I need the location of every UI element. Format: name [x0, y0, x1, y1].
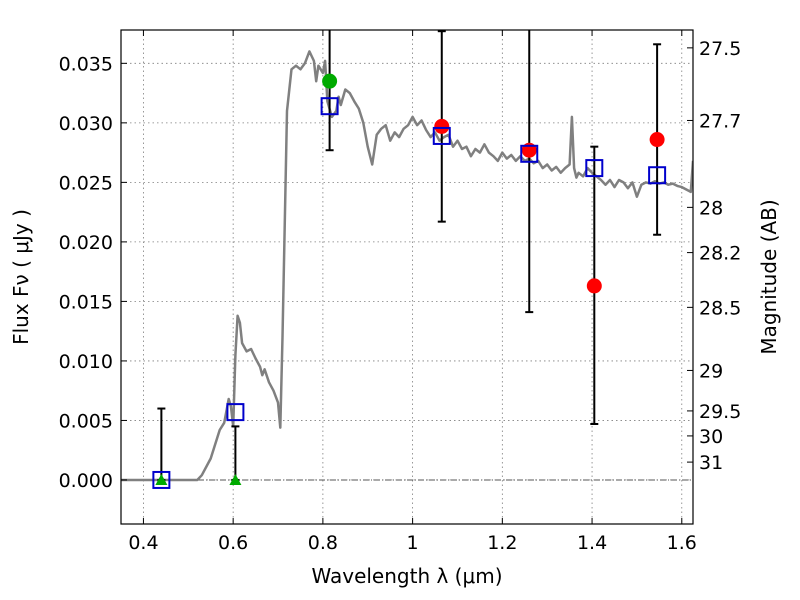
markers: [152, 73, 667, 489]
x-tick-label: 1.4: [577, 532, 607, 554]
x-tick-label: 0.6: [218, 532, 248, 554]
detection-point: [586, 278, 602, 294]
upper-limit-triangle: [229, 473, 242, 485]
model-photometry-square: [585, 159, 604, 178]
x-tick-label: 1.2: [487, 532, 517, 554]
y2-axis-label: Magnitude (AB): [757, 199, 781, 354]
y2-tick-label: 27.7: [699, 110, 741, 132]
y-tick-label: 0.015: [59, 291, 113, 313]
model-sed-curve: [121, 50, 693, 482]
y-tick-label: 0.000: [59, 470, 113, 492]
plot-frame: [120, 29, 694, 525]
y-tick-label: 0.020: [59, 232, 113, 254]
y-axis-label: Flux Fν ( μJy ): [9, 209, 33, 345]
x-axis-label: Wavelength λ (μm): [311, 564, 502, 588]
x-tick-label: 0.4: [128, 532, 158, 554]
y-tick-label: 0.030: [59, 113, 113, 135]
x-tick-label: 1.6: [667, 532, 697, 554]
model-sed-layer: [121, 50, 693, 482]
y-tick-label: 0.035: [59, 53, 113, 75]
green-detection-point: [322, 73, 338, 89]
model-photometry-square: [226, 403, 245, 422]
detection-point: [434, 118, 450, 134]
y2-tick-label: 30: [699, 426, 723, 448]
model-photometry-square: [520, 144, 539, 163]
upper-limit-triangle: [155, 473, 168, 485]
y2-tick-label: 28.5: [699, 297, 741, 319]
model-photometry-square: [152, 470, 171, 489]
y-tick-label: 0.010: [59, 351, 113, 373]
x-tick-label: 1: [407, 532, 419, 554]
detection-point: [649, 132, 665, 148]
y2-tick-label: 31: [699, 452, 723, 474]
x-tick-label: 0.8: [308, 532, 338, 554]
model-photometry-square: [432, 126, 451, 145]
y-tick-label: 0.005: [59, 410, 113, 432]
y2-tick-label: 28: [699, 197, 723, 219]
model-photometry-square: [648, 166, 667, 185]
y2-tick-label: 27.5: [699, 38, 741, 60]
grid: [121, 30, 693, 524]
y2-tick-label: 29.5: [699, 401, 741, 423]
y2-tick-label: 29: [699, 360, 723, 382]
ticks: 0.4 0.6 0.8 1 1.2 1.4 1.6 0.000 0.005 0.010 0.015 0…: [59, 30, 741, 554]
plot-background: [121, 30, 693, 524]
model-photometry-square: [320, 97, 339, 116]
y-tick-label: 0.025: [59, 172, 113, 194]
y2-tick-label: 28.2: [699, 243, 741, 265]
